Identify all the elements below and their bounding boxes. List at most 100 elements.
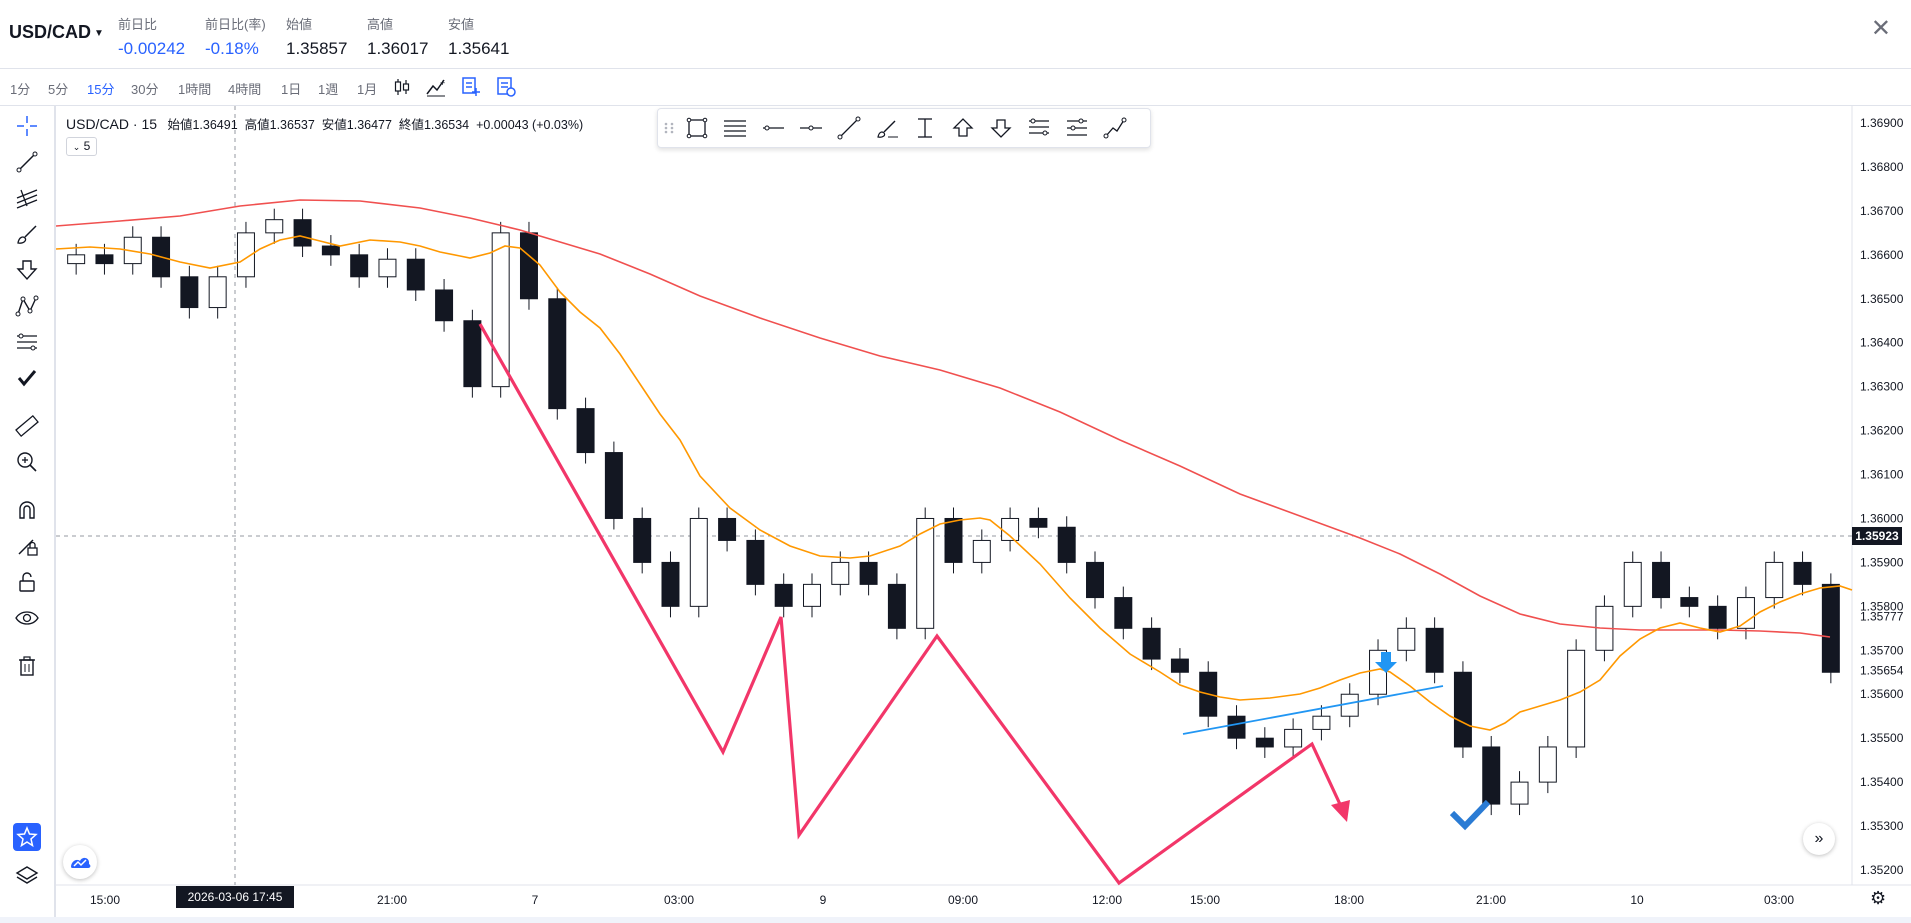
tradingview-logo[interactable] <box>63 845 97 879</box>
zoom-in-icon[interactable] <box>13 448 41 476</box>
lock-draw-icon[interactable] <box>13 532 41 560</box>
bottom-edge <box>0 917 1911 923</box>
arrow-down-icon[interactable] <box>988 115 1014 141</box>
horizontal-ray-icon[interactable] <box>760 115 786 141</box>
parallel-channel-icon[interactable] <box>722 115 748 141</box>
candle-body <box>689 517 708 607</box>
arrow-down-icon[interactable] <box>13 256 41 284</box>
drawing-toolbar <box>657 108 1151 148</box>
brush-icon[interactable] <box>13 220 41 248</box>
indicators-icon[interactable]: + <box>425 76 447 98</box>
price-tick-label: 1.35400 <box>1860 775 1904 789</box>
candle-body <box>491 232 510 388</box>
stat-open: 始値 1.35857 <box>286 14 347 59</box>
check-marker <box>1449 799 1491 831</box>
time-tick-label: 21:00 <box>377 893 407 907</box>
candle-body <box>1482 746 1501 805</box>
candle-body <box>519 232 538 300</box>
trendline-icon[interactable] <box>13 148 41 176</box>
candle-body <box>576 408 595 454</box>
vertical-range-icon[interactable] <box>912 115 938 141</box>
crosshair-icon[interactable] <box>13 112 41 140</box>
stat-label: 始値 <box>286 17 313 32</box>
stat-label: 安値 <box>448 17 475 32</box>
time-tick-label: 15:00 <box>90 893 120 907</box>
drag-handle-icon[interactable] <box>661 115 677 141</box>
trend-line-icon[interactable] <box>836 115 862 141</box>
arrow-up-icon[interactable] <box>950 115 976 141</box>
candle-body <box>831 561 850 585</box>
candle-body <box>887 583 906 629</box>
candles-icon[interactable] <box>391 76 413 98</box>
unlock-icon[interactable] <box>13 568 41 596</box>
stat-value: 1.36017 <box>367 39 429 58</box>
time-tick-label: 21:00 <box>1476 893 1506 907</box>
ohlc-legend: USD/CAD · 15 始値1.36491 高値1.36537 安値1.364… <box>66 114 583 133</box>
path-icon[interactable] <box>1102 115 1128 141</box>
candle-body <box>1142 627 1161 660</box>
candle-body <box>1170 658 1189 673</box>
candle-body <box>859 561 878 585</box>
ruler-icon[interactable] <box>13 412 41 440</box>
fib-extension-icon[interactable] <box>1064 115 1090 141</box>
stat-low: 安値 1.35641 <box>448 14 509 59</box>
compare-icon[interactable] <box>460 76 482 98</box>
favorites-button[interactable] <box>13 823 41 851</box>
indicator-toggle-button[interactable]: ⌄ 5 <box>66 137 97 156</box>
timeframe-1m[interactable]: 1分 <box>10 82 31 97</box>
chevron-down-icon: ▼ <box>94 27 104 39</box>
candle-body <box>463 320 482 388</box>
check-icon[interactable] <box>13 364 41 392</box>
timeframe-5m[interactable]: 5分 <box>48 82 69 97</box>
eye-icon[interactable] <box>13 604 41 632</box>
candle-body <box>1425 627 1444 673</box>
legend-change: +0.00043 (+0.03%) <box>476 118 584 132</box>
gear-icon[interactable]: ⚙ <box>1870 888 1887 908</box>
candle-body <box>1821 583 1840 673</box>
svg-text:+: + <box>440 78 445 88</box>
candle-body <box>1397 627 1416 651</box>
price-tick-label: 1.35200 <box>1860 863 1904 877</box>
timeframe-30m[interactable]: 30分 <box>131 82 159 97</box>
legend-close: 1.36534 <box>423 118 470 132</box>
stat-label: 前日比(率) <box>205 17 266 32</box>
timeframe-4h[interactable]: 4時間 <box>228 82 262 97</box>
timeframe-1mo[interactable]: 1月 <box>357 82 378 97</box>
timeframe-15m[interactable]: 15分 <box>87 82 115 97</box>
price-chart[interactable]: 1.36900 1.36800 1.36700 1.36600 1.36500 1.364… <box>56 106 1911 917</box>
timeframe-1w[interactable]: 1週 <box>318 82 339 97</box>
pitchfork-icon[interactable] <box>13 184 41 212</box>
candle-body <box>1736 597 1755 629</box>
fib-retracement-icon[interactable] <box>1026 115 1052 141</box>
stat-value: -0.00242 <box>118 39 186 58</box>
symbol-selector[interactable]: USD/CAD ▼ <box>9 22 104 43</box>
candle-body <box>378 258 397 278</box>
ma-slow-line <box>56 199 1831 638</box>
brush-icon[interactable] <box>874 115 900 141</box>
settings-save-icon[interactable] <box>495 76 517 98</box>
timeframe-1h[interactable]: 1時間 <box>178 82 212 97</box>
header-bar: USD/CAD ▼ 前日比 -0.00242 前日比(率) -0.18% 始値 1… <box>0 0 1911 69</box>
price-tick-label: 1.36900 <box>1860 116 1904 130</box>
timeframe-1d[interactable]: 1日 <box>281 82 302 97</box>
close-icon[interactable]: ✕ <box>1870 15 1891 42</box>
candle-body <box>208 276 227 309</box>
candle-body <box>265 219 284 234</box>
scroll-to-realtime-button[interactable]: » <box>1803 823 1835 855</box>
time-axis: 15:00 21:00 7 03:00 9 09:00 12:00 15:00 18:00 21:… <box>90 893 1794 907</box>
pattern-icon[interactable] <box>13 292 41 320</box>
arrow-down-marker <box>1375 652 1397 673</box>
candle-body <box>972 539 991 563</box>
layers-button[interactable] <box>13 861 41 889</box>
candle-body <box>95 254 114 265</box>
rectangle-icon[interactable] <box>684 115 710 141</box>
legend-low-label: 安値 <box>321 118 347 132</box>
fib-icon[interactable] <box>13 328 41 356</box>
price-tick-label: 1.35500 <box>1860 731 1904 745</box>
horizontal-line-icon[interactable] <box>798 115 824 141</box>
trash-icon[interactable] <box>13 652 41 680</box>
magnet-icon[interactable] <box>13 496 41 524</box>
candle-body <box>1057 526 1076 563</box>
candle-body <box>1086 561 1104 599</box>
time-tick-label: 18:00 <box>1334 893 1364 907</box>
